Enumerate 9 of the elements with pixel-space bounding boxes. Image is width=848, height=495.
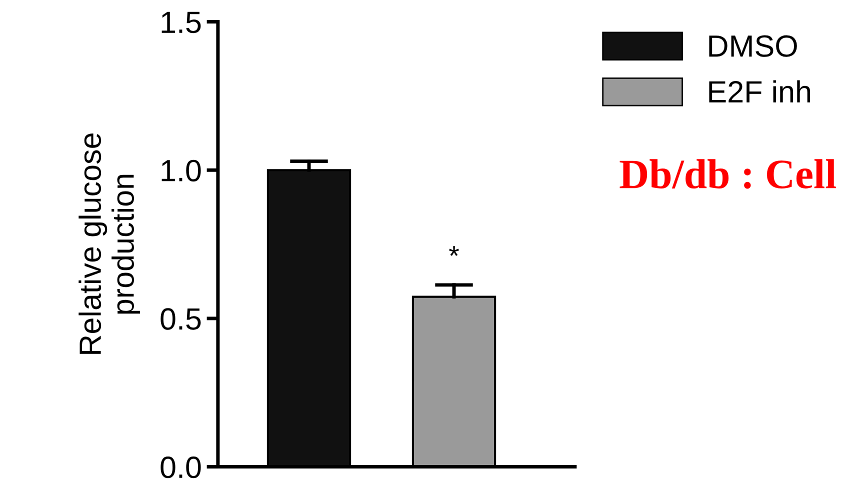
annotation: * [449, 246, 459, 256]
y-axis-title: Relative glucose production [78, 134, 140, 354]
y-tick-label: 1.0 [162, 160, 201, 182]
legend-label: E2F inh [709, 80, 810, 102]
text: Db/db : Cell [620, 159, 836, 189]
legend-label: DMSO [709, 35, 797, 57]
y-tick-label: 0.5 [160, 308, 201, 330]
y-tick-label: 0.0 [160, 456, 201, 478]
y-tick-label: 1.5 [162, 12, 201, 34]
